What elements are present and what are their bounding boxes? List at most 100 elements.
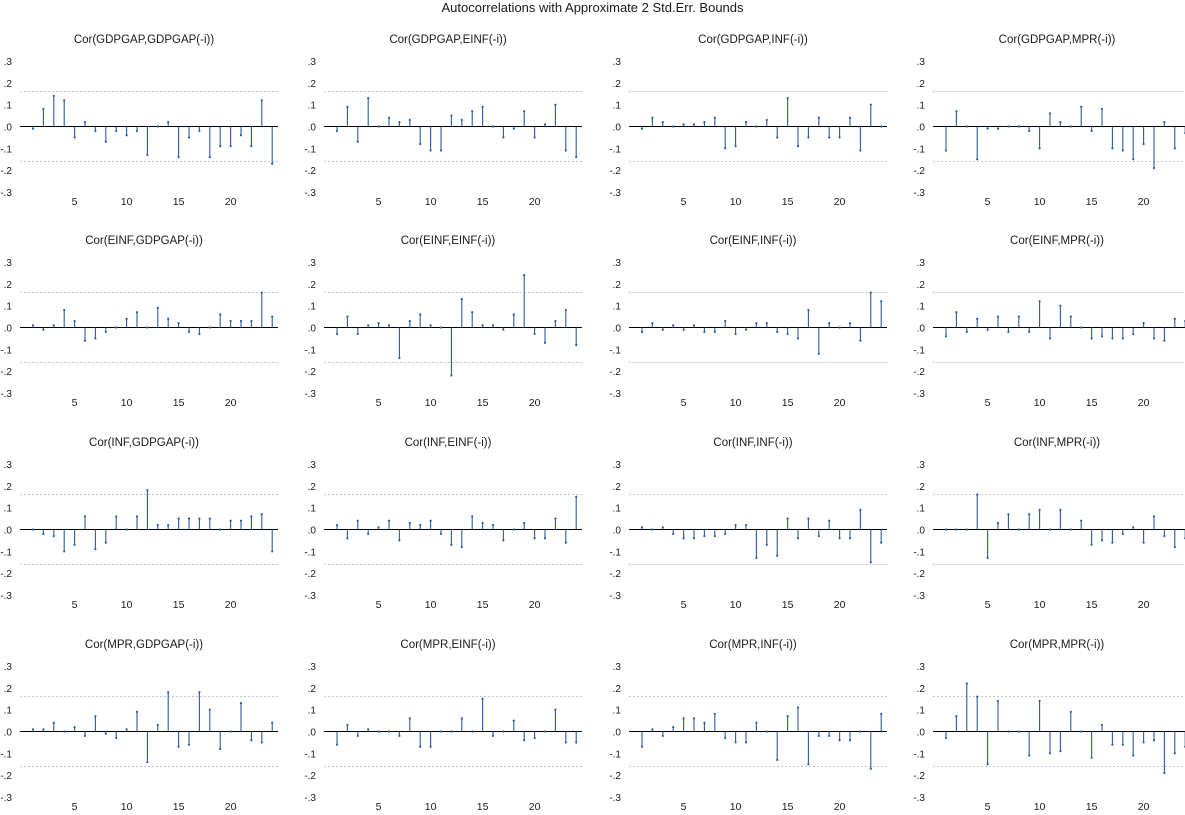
stem-marker-lag-5: [986, 763, 989, 766]
stem-marker-lag-15: [481, 697, 484, 700]
y-tick-label: -.2: [609, 771, 621, 782]
panel-7: Cor(EINF,INF(-i)) .3 .2 .1 .0 -.1 -.2 -.3 5 10 15 2…: [609, 235, 887, 409]
y-tick-label: -.3: [304, 591, 316, 602]
y-tick-label: -.2: [913, 166, 925, 177]
x-tick-label: 20: [225, 599, 237, 611]
stem-marker-lag-6: [387, 324, 391, 327]
stem-marker-lag-12: [146, 326, 149, 329]
stem-marker-lag-13: [156, 306, 159, 309]
stem-marker-lag-11: [1048, 112, 1052, 115]
y-tick-label: -.3: [609, 188, 621, 199]
y-tick-label: -.1: [304, 547, 316, 558]
stem-marker-lag-16: [187, 517, 191, 520]
stem-marker-lag-12: [450, 374, 453, 377]
stem-marker-lag-18: [1121, 532, 1124, 535]
stem-marker-lag-23: [1173, 317, 1176, 320]
panel-title: Cor(INF,MPR(-i)): [1014, 437, 1100, 449]
panel-12: Cor(INF,MPR(-i)) .3 .2 .1 .0 -.1 -.2 -.3 5 10 15 20: [913, 437, 1185, 611]
stem-marker-lag-13: [765, 322, 768, 325]
stem-marker-lag-4: [672, 532, 675, 535]
stem-marker-lag-17: [807, 136, 810, 139]
stem-marker-lag-8: [1017, 125, 1020, 128]
y-tick-label: .2: [4, 684, 13, 695]
stem-marker-lag-7: [398, 121, 401, 124]
y-tick-label: -.2: [913, 771, 925, 782]
stem-marker-lag-4: [976, 493, 979, 496]
stem-marker-lag-4: [367, 97, 370, 100]
y-tick-label: .3: [613, 258, 622, 269]
panel-title: Cor(MPR,MPR(-i)): [1010, 639, 1105, 651]
stem-marker-lag-24: [575, 155, 578, 159]
stem-marker-lag-13: [765, 118, 768, 122]
stem-marker-lag-11: [439, 532, 443, 535]
stem-marker-lag-16: [796, 337, 800, 340]
stem-marker-lag-18: [817, 734, 820, 737]
stem-marker-lag-16: [1100, 723, 1104, 727]
stem-marker-lag-17: [807, 763, 810, 766]
stem-marker-lag-2: [42, 532, 45, 535]
y-tick-label: -.1: [913, 144, 925, 155]
y-tick-label: .2: [917, 684, 926, 695]
stem-marker-lag-12: [1059, 750, 1062, 753]
stem-marker-lag-6: [996, 315, 1000, 318]
y-tick-label: -.2: [304, 569, 316, 580]
y-tick-label: .0: [4, 324, 13, 335]
stem-marker-lag-2: [651, 116, 654, 119]
stem-marker-lag-3: [965, 682, 968, 685]
stem-marker-lag-4: [672, 324, 675, 327]
y-tick-label: -.1: [304, 144, 316, 155]
stem-marker-lag-9: [1028, 513, 1031, 516]
panel-8: Cor(EINF,MPR(-i)) .3 .2 .1 .0 -.1 -.2 -.3 5 10 15 2…: [913, 235, 1185, 409]
stem-marker-lag-9: [419, 745, 422, 748]
stem-marker-lag-22: [1163, 534, 1166, 538]
stem-marker-lag-1: [640, 330, 644, 333]
stem-marker-lag-9: [1028, 129, 1031, 132]
x-tick-label: 20: [529, 196, 541, 208]
x-tick-label: 10: [730, 801, 742, 813]
stem-marker-lag-14: [167, 317, 170, 320]
stem-marker-lag-9: [1028, 754, 1031, 757]
stem-marker-lag-4: [63, 730, 66, 733]
stem-marker-lag-7: [1007, 730, 1010, 733]
x-tick-label: 20: [1138, 599, 1150, 611]
y-tick-label: .0: [308, 526, 317, 537]
y-tick-label: .2: [308, 280, 317, 291]
y-tick-label: -.2: [609, 166, 621, 177]
stem-marker-lag-6: [692, 324, 696, 327]
stem-marker-lag-11: [439, 149, 443, 152]
stem-marker-lag-8: [104, 732, 107, 735]
stem-marker-lag-8: [1017, 528, 1020, 531]
x-tick-label: 15: [1086, 397, 1098, 409]
stem-marker-lag-23: [869, 561, 872, 564]
x-tick-label: 20: [1138, 196, 1150, 208]
y-tick-label: .1: [308, 302, 317, 313]
stem-marker-lag-6: [83, 339, 87, 342]
x-tick-label: 5: [72, 801, 78, 813]
panel-9: Cor(INF,GDPGAP(-i)) .3 .2 .1 .0 -.1 -.2 -.3 5 10 1…: [0, 437, 278, 611]
y-tick-label: .3: [4, 460, 13, 471]
stem-marker-lag-1: [944, 528, 948, 531]
y-tick-label: .3: [308, 662, 317, 673]
y-tick-label: .1: [4, 504, 13, 515]
stem-marker-lag-17: [502, 730, 505, 733]
panel-1: Cor(GDPGAP,GDPGAP(-i)) .3 .2 .1 .0 -.1 -.2 -.3 5…: [0, 34, 278, 208]
stem-marker-lag-5: [986, 556, 989, 559]
stem-marker-lag-23: [869, 767, 872, 770]
y-tick-label: .3: [917, 57, 926, 68]
stem-marker-lag-17: [807, 517, 810, 520]
y-tick-label: .2: [4, 79, 13, 90]
stem-marker-lag-7: [703, 721, 706, 724]
stem-marker-lag-10: [125, 528, 128, 531]
stem-marker-lag-1: [944, 736, 948, 740]
y-tick-label: .0: [308, 324, 317, 335]
x-tick-label: 5: [985, 196, 991, 208]
stem-marker-lag-24: [880, 300, 883, 303]
stem-marker-lag-10: [1038, 147, 1041, 150]
stem-marker-lag-24: [880, 125, 883, 128]
stem-marker-lag-8: [1017, 730, 1020, 733]
stem-marker-lag-21: [543, 341, 547, 344]
y-tick-label: .1: [917, 504, 926, 515]
stem-marker-lag-16: [796, 706, 800, 709]
x-tick-label: 10: [1034, 397, 1046, 409]
stem-marker-lag-14: [471, 515, 474, 518]
